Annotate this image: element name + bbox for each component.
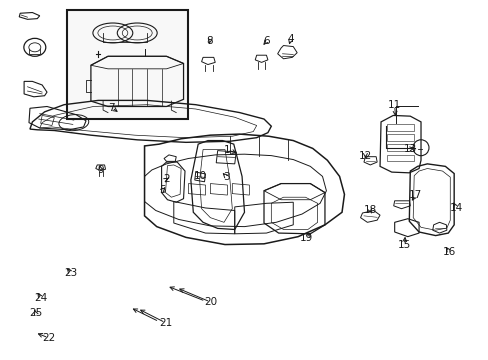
Text: 23: 23	[63, 267, 77, 278]
Text: 5: 5	[159, 185, 165, 195]
Text: 1: 1	[224, 145, 230, 155]
Text: 7: 7	[108, 103, 115, 113]
Text: 11: 11	[387, 100, 401, 111]
Text: 22: 22	[42, 333, 55, 343]
Text: 17: 17	[407, 190, 421, 201]
Text: 25: 25	[29, 309, 42, 318]
Text: 9: 9	[97, 165, 104, 175]
Text: 8: 8	[206, 36, 213, 46]
Bar	[66, 10, 188, 119]
Text: 6: 6	[263, 36, 269, 46]
Text: 16: 16	[442, 247, 455, 257]
Text: 2: 2	[163, 174, 169, 184]
Text: 10: 10	[194, 171, 207, 181]
Text: 15: 15	[397, 239, 410, 249]
Text: 18: 18	[363, 206, 376, 216]
Text: 20: 20	[203, 297, 217, 307]
Text: 14: 14	[448, 203, 462, 213]
Text: 4: 4	[287, 34, 294, 44]
Text: 19: 19	[300, 233, 313, 243]
Text: 21: 21	[159, 318, 172, 328]
Text: 12: 12	[358, 151, 371, 161]
Text: 13: 13	[403, 144, 416, 154]
Text: 24: 24	[34, 293, 47, 303]
Text: 3: 3	[223, 172, 229, 182]
